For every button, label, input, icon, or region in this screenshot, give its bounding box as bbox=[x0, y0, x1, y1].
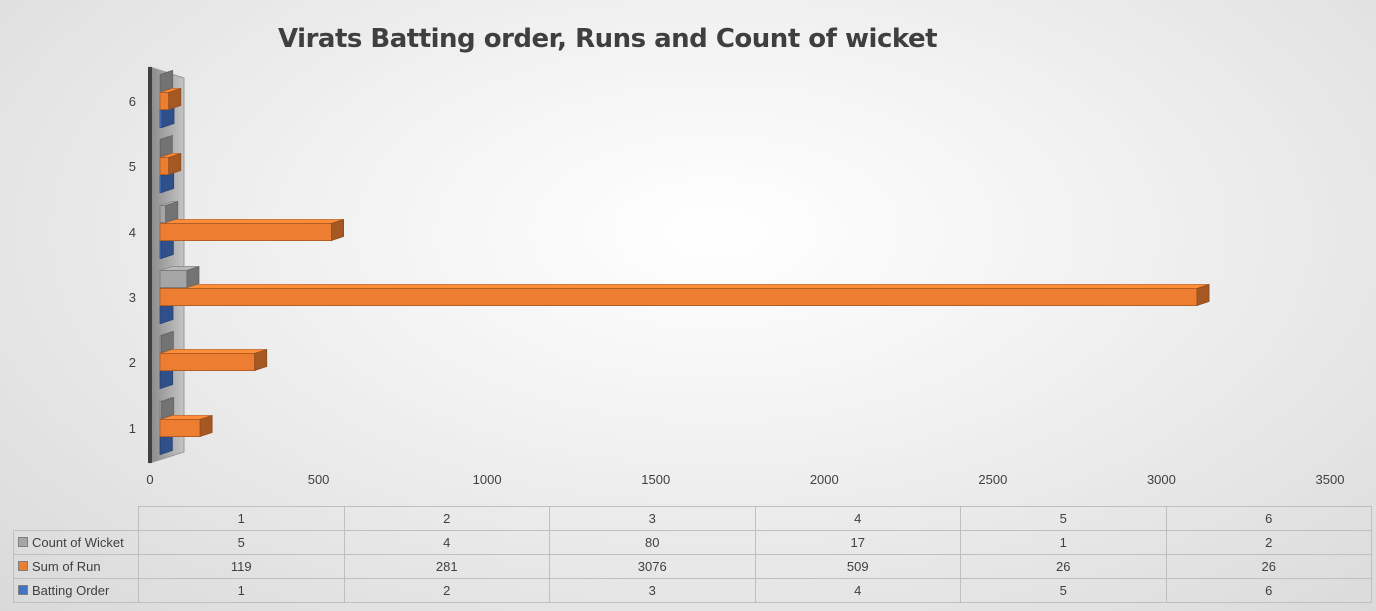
bar bbox=[159, 330, 174, 354]
table-row: Sum of Run 119 281 3076 509 26 26 bbox=[13, 554, 1372, 579]
series-name: Batting Order bbox=[32, 583, 110, 598]
x-tick-label: 3500 bbox=[1316, 472, 1345, 487]
legend-entry: Batting Order bbox=[13, 578, 139, 603]
y-tick-label: 6 bbox=[129, 94, 136, 109]
chart-title: Virats Batting order, Runs and Count of … bbox=[278, 24, 938, 54]
x-tick-label: 1500 bbox=[641, 472, 670, 487]
table-cell: 281 bbox=[343, 554, 550, 579]
x-tick-label: 1000 bbox=[473, 472, 502, 487]
bar bbox=[159, 152, 182, 176]
bar bbox=[159, 265, 200, 289]
bar bbox=[159, 134, 173, 158]
x-tick-label: 500 bbox=[308, 472, 330, 487]
y-tick-label: 4 bbox=[129, 225, 136, 240]
legend-key-icon bbox=[18, 561, 28, 571]
table-row: Batting Order 1 2 3 4 5 6 bbox=[13, 578, 1372, 603]
bar bbox=[159, 348, 268, 372]
y-tick-label: 2 bbox=[129, 355, 136, 370]
table-row: Count of Wicket 5 4 80 17 1 2 bbox=[13, 530, 1372, 555]
table-cell: 26 bbox=[960, 554, 1167, 579]
x-tick-label: 3000 bbox=[1147, 472, 1176, 487]
table-cell: 1 bbox=[138, 578, 345, 603]
bar bbox=[159, 414, 213, 438]
bar bbox=[159, 87, 182, 111]
legend-entry: Count of Wicket bbox=[13, 530, 139, 555]
table-cell: 4 bbox=[343, 530, 550, 555]
bar bbox=[159, 432, 173, 456]
table-corner bbox=[13, 506, 139, 531]
table-cell: 119 bbox=[138, 554, 345, 579]
series-name: Count of Wicket bbox=[32, 535, 124, 550]
table-cell: 2 bbox=[1165, 530, 1372, 555]
table-col-header: 4 bbox=[754, 506, 961, 531]
table-cell: 5 bbox=[960, 578, 1167, 603]
legend-key-icon bbox=[18, 537, 28, 547]
legend-key-icon bbox=[18, 585, 28, 595]
table-col-header: 2 bbox=[343, 506, 550, 531]
table-cell: 509 bbox=[754, 554, 961, 579]
bar bbox=[159, 218, 345, 242]
table-cell: 80 bbox=[549, 530, 756, 555]
table-cell: 2 bbox=[343, 578, 550, 603]
table-cell: 4 bbox=[754, 578, 961, 603]
chart-plot: 1 2 3 4 5 6 0 500 1000 1500 2000 2500 3000 3500 bbox=[129, 66, 1345, 487]
y-tick-label: 1 bbox=[129, 421, 136, 436]
table-cell: 17 bbox=[754, 530, 961, 555]
table-cell: 6 bbox=[1165, 578, 1372, 603]
legend-entry: Sum of Run bbox=[13, 554, 139, 579]
bar bbox=[159, 283, 1210, 307]
table-cell: 3 bbox=[549, 578, 756, 603]
table-cell: 3076 bbox=[549, 554, 756, 579]
data-table: 1 2 3 4 5 6 Count of Wicket 5 4 80 17 1 2 Sum of Run 1… bbox=[13, 506, 1372, 603]
bar bbox=[159, 396, 175, 420]
table-col-header: 1 bbox=[138, 506, 345, 531]
series-name: Sum of Run bbox=[32, 559, 101, 574]
x-tick-label: 0 bbox=[146, 472, 153, 487]
table-cell: 5 bbox=[138, 530, 345, 555]
table-cell: 26 bbox=[1165, 554, 1372, 579]
bar bbox=[159, 69, 174, 93]
table-col-header: 6 bbox=[1165, 506, 1372, 531]
table-col-header: 5 bbox=[960, 506, 1167, 531]
y-tick-label: 5 bbox=[129, 159, 136, 174]
x-tick-label: 2500 bbox=[978, 472, 1007, 487]
bar bbox=[159, 200, 179, 224]
y-tick-label: 3 bbox=[129, 290, 136, 305]
x-tick-label: 2000 bbox=[810, 472, 839, 487]
table-col-header: 3 bbox=[549, 506, 756, 531]
table-cell: 1 bbox=[960, 530, 1167, 555]
